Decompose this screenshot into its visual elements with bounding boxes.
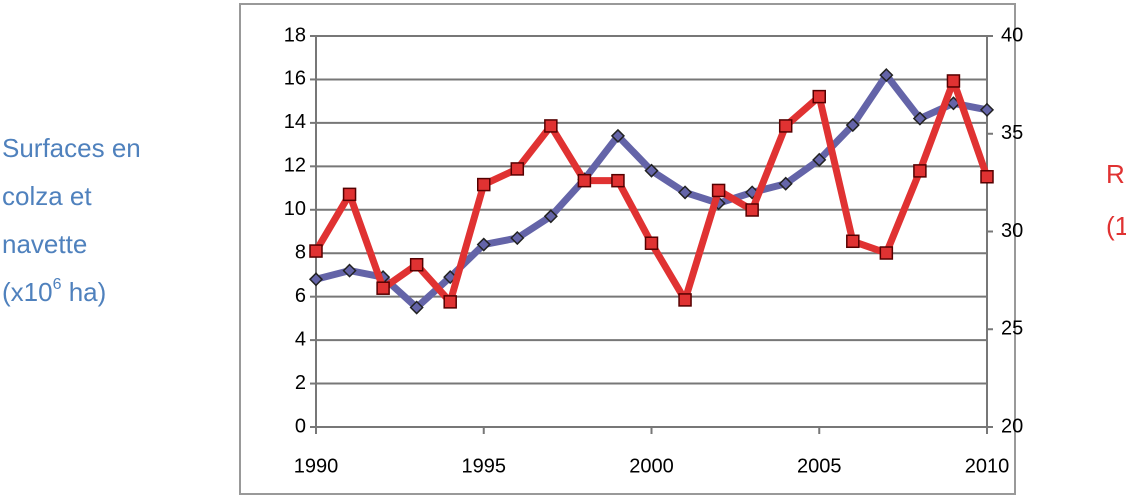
marker: [677, 185, 693, 200]
marker: [913, 164, 927, 178]
y2-tick-label: 20: [1001, 415, 1023, 437]
marker: [308, 272, 324, 287]
marker: [845, 118, 860, 133]
x-tick-label: 2000: [629, 455, 674, 477]
y-tick-label: 14: [284, 111, 306, 133]
marker: [812, 89, 826, 104]
y-tick-label: 10: [284, 198, 306, 220]
marker: [476, 237, 491, 252]
marker: [678, 293, 692, 307]
y-tick-label: 12: [284, 155, 306, 177]
marker: [879, 246, 894, 260]
marker: [342, 263, 357, 278]
marker: [912, 111, 927, 126]
series-line: [315, 71, 988, 312]
marker: [778, 119, 793, 133]
x-tick-label: 1990: [294, 455, 339, 477]
marker: [980, 170, 994, 184]
label-part: (x10: [2, 277, 53, 307]
marker: [879, 68, 894, 83]
x-tick-label: 1995: [462, 455, 507, 477]
y2-tick-label: 25: [1001, 318, 1023, 340]
marker: [477, 177, 491, 192]
y-tick-label: 4: [295, 328, 306, 350]
marker: [510, 162, 525, 176]
y2-tick-label: 35: [1001, 122, 1023, 144]
y-axis-label: colza et: [2, 181, 92, 211]
plot-frame: [239, 3, 1016, 495]
y-tick-label: 16: [284, 68, 306, 90]
x-tick-label: 2005: [797, 455, 842, 477]
y-axis-label: Surfaces en: [2, 133, 141, 163]
marker: [510, 230, 525, 246]
y2-axis-label: (1: [1106, 211, 1126, 241]
marker: [409, 257, 424, 272]
marker: [711, 183, 726, 198]
y-tick-label: 2: [295, 372, 306, 394]
label-sup: 6: [53, 276, 62, 293]
marker: [342, 187, 357, 202]
marker: [644, 236, 659, 250]
label-part: ha): [61, 277, 106, 307]
y-axis-label: navette: [2, 229, 87, 259]
y-tick-label: 18: [284, 24, 306, 46]
marker: [812, 152, 827, 167]
marker: [610, 128, 626, 143]
marker: [443, 270, 458, 285]
y-tick-label: 6: [295, 285, 306, 307]
marker: [846, 234, 860, 249]
y-axis-label: (x106 ha): [2, 276, 106, 307]
marker: [309, 244, 323, 258]
y2-axis-label: R: [1106, 159, 1125, 189]
marker: [745, 203, 759, 217]
marker: [979, 102, 995, 117]
y-tick-label: 8: [295, 242, 306, 264]
marker: [946, 74, 961, 88]
marker: [443, 295, 457, 309]
marker: [543, 209, 558, 224]
marker: [644, 163, 659, 178]
y2-tick-label: 30: [1001, 220, 1023, 242]
marker: [376, 281, 390, 295]
x-tick-label: 2010: [965, 455, 1010, 477]
y2-tick-label: 40: [1001, 24, 1023, 46]
marker: [544, 119, 558, 133]
marker: [778, 176, 793, 191]
marker: [409, 300, 424, 315]
marker: [611, 173, 625, 188]
y-tick-label: 0: [295, 415, 306, 437]
marker: [577, 173, 592, 188]
